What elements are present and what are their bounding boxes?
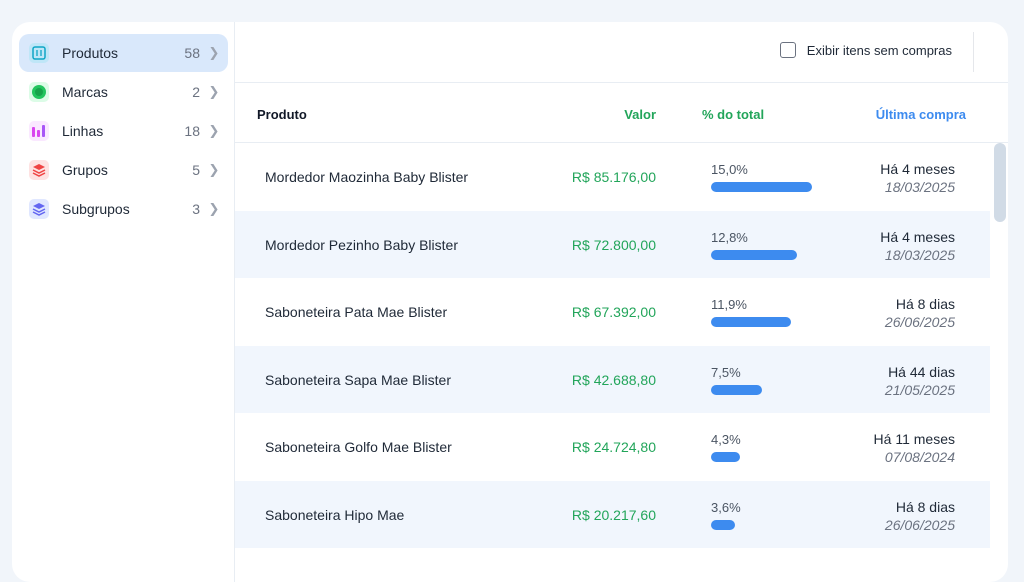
table-body: Mordedor Maozinha Baby Blister R$ 85.176,…: [235, 143, 990, 548]
product-value: R$ 20.217,60: [571, 506, 656, 523]
table-row[interactable]: Saboneteira Pata Mae Blister R$ 67.392,00…: [235, 278, 990, 346]
column-header-pct[interactable]: % do total: [702, 107, 765, 122]
scrollbar-thumb[interactable]: [994, 143, 1006, 222]
toolbar: Exibir itens sem compras: [235, 22, 1008, 83]
last-purchase-relative: Há 4 meses: [880, 161, 955, 177]
stack-icon: [29, 199, 49, 219]
chevron-right-icon: ❯: [208, 201, 220, 216]
sidebar-item-count: 3: [192, 201, 200, 217]
sidebar-item-marcas[interactable]: Marcas 2 ❯: [19, 73, 228, 111]
product-name: Saboneteira Golfo Mae Blister: [265, 439, 452, 455]
sidebar-item-count: 2: [192, 84, 200, 100]
product-value: R$ 85.176,00: [571, 169, 656, 185]
last-purchase-relative: Há 8 dias: [895, 296, 955, 312]
percent-label: 12,8%: [711, 229, 748, 245]
product-line-icon: [29, 121, 49, 141]
chevron-right-icon: ❯: [208, 162, 220, 177]
sidebar-item-label: Grupos: [62, 162, 108, 178]
chevron-right-icon: ❯: [208, 123, 220, 138]
table-row[interactable]: Saboneteira Golfo Mae Blister R$ 24.724,8…: [235, 413, 990, 481]
column-header-produto[interactable]: Produto: [257, 107, 307, 122]
layers-icon: [29, 160, 49, 180]
chevron-right-icon: ❯: [208, 45, 220, 60]
table-header: Produto Valor % do total Última compra: [235, 83, 1008, 143]
sidebar-item-count: 18: [184, 123, 200, 139]
last-purchase-relative: Há 8 dias: [895, 498, 955, 515]
table-row[interactable]: Saboneteira Sapa Mae Blister R$ 42.688,80…: [235, 345, 990, 413]
last-purchase-date: 18/03/2025: [884, 179, 955, 195]
brand-icon: [29, 82, 49, 102]
percent-label: 7,5%: [711, 364, 741, 380]
product-name: Saboneteira Pata Mae Blister: [265, 304, 448, 320]
product-name: Mordedor Pezinho Baby Blister: [265, 236, 458, 253]
sidebar: Produtos 58 ❯ Marcas 2 ❯ Linhas 18 ❯ Gru…: [12, 22, 235, 582]
product-value: R$ 72.800,00: [571, 236, 656, 253]
product-value: R$ 24.724,80: [571, 439, 656, 455]
table-row[interactable]: Mordedor Pezinho Baby Blister R$ 72.800,0…: [235, 210, 990, 278]
percent-bar: [711, 452, 740, 462]
sidebar-item-count: 5: [192, 162, 200, 178]
last-purchase-date: 26/06/2025: [884, 516, 955, 533]
divider: [973, 32, 974, 72]
toggle-label: Exibir itens sem compras: [806, 42, 952, 58]
last-purchase-date: 21/05/2025: [884, 381, 955, 398]
product-name: Mordedor Maozinha Baby Blister: [265, 169, 469, 185]
checkbox[interactable]: [779, 42, 796, 58]
product-name: Saboneteira Hipo Mae: [265, 506, 405, 523]
last-purchase-relative: Há 11 meses: [873, 431, 955, 447]
sidebar-item-count: 58: [184, 45, 200, 61]
sidebar-item-subgrupos[interactable]: Subgrupos 3 ❯: [19, 190, 228, 228]
sidebar-item-label: Produtos: [62, 45, 119, 61]
sidebar-item-label: Marcas: [62, 84, 108, 100]
percent-bar: [711, 384, 762, 395]
column-header-valor[interactable]: Valor: [624, 107, 656, 122]
percent-bar: [711, 182, 812, 192]
percent-bar: [711, 249, 797, 260]
last-purchase-date: 26/06/2025: [884, 314, 955, 330]
main-content: Exibir itens sem compras Produto Valor %…: [235, 22, 1008, 582]
sidebar-item-label: Linhas: [62, 123, 104, 139]
product-value: R$ 67.392,00: [571, 304, 656, 320]
last-purchase-date: 07/08/2024: [884, 449, 955, 465]
last-purchase-date: 18/03/2025: [884, 246, 955, 263]
sidebar-item-grupos[interactable]: Grupos 5 ❯: [19, 151, 228, 189]
main-panel: Produtos 58 ❯ Marcas 2 ❯ Linhas 18 ❯ Gru…: [12, 22, 1008, 582]
sidebar-item-label: Subgrupos: [62, 201, 130, 217]
sidebar-item-linhas[interactable]: Linhas 18 ❯: [19, 112, 228, 150]
percent-label: 15,0%: [711, 162, 748, 177]
column-header-ultima-compra[interactable]: Última compra: [875, 107, 966, 122]
sidebar-item-produtos[interactable]: Produtos 58 ❯: [19, 34, 228, 72]
product-value: R$ 42.688,80: [571, 371, 656, 388]
percent-label: 11,9%: [711, 297, 747, 312]
percent-bar: [711, 519, 735, 530]
table-row[interactable]: Saboneteira Hipo Mae R$ 20.217,60 3,6% Há 8…: [235, 480, 990, 548]
chevron-right-icon: ❯: [208, 84, 220, 99]
last-purchase-relative: Há 44 dias: [888, 363, 955, 380]
last-purchase-relative: Há 4 meses: [880, 228, 955, 245]
product-name: Saboneteira Sapa Mae Blister: [265, 371, 451, 388]
percent-bar: [711, 317, 791, 327]
table-row[interactable]: Mordedor Maozinha Baby Blister R$ 85.176,…: [235, 143, 990, 211]
show-items-without-purchases-toggle[interactable]: Exibir itens sem compras: [779, 42, 952, 58]
percent-label: 3,6%: [711, 499, 741, 515]
package-icon: [29, 43, 49, 63]
percent-label: 4,3%: [711, 432, 741, 447]
